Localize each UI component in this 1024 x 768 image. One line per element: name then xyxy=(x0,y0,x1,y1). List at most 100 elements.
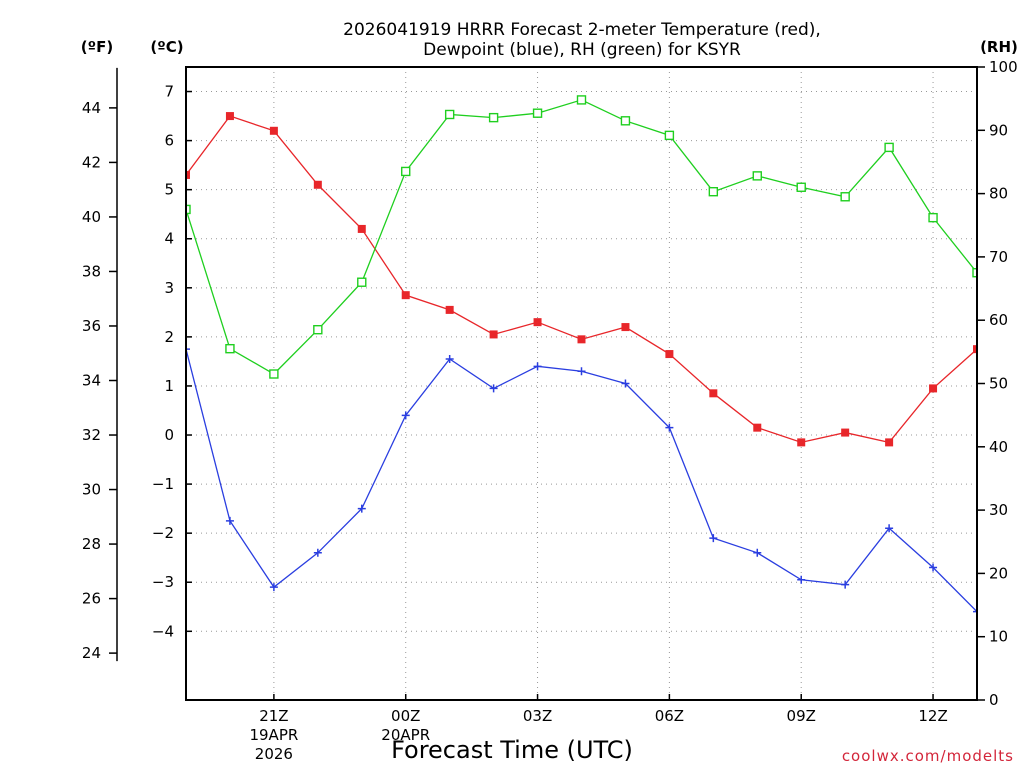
temperature-point xyxy=(401,291,410,300)
x-tick-label: 00Z xyxy=(391,707,420,725)
temperature-point xyxy=(665,350,674,359)
x-tick-date: 20APR xyxy=(381,726,430,744)
rh-tick-label: 80 xyxy=(989,185,1008,203)
rh-point xyxy=(269,369,279,379)
temperature-point xyxy=(445,305,454,314)
rh-point xyxy=(576,95,587,105)
rh-unit-label: (RH) xyxy=(980,38,1018,56)
c-tick-label: 5 xyxy=(164,181,174,199)
series-2-meter-temperature xyxy=(186,112,977,447)
series-dewpoint xyxy=(186,345,977,616)
rh-point xyxy=(186,204,191,215)
c-tick-label: −2 xyxy=(152,524,174,542)
rh-point xyxy=(488,112,499,123)
rh-tick-label: 60 xyxy=(989,311,1008,329)
temperature-point xyxy=(577,335,586,344)
rh-tick-label: 40 xyxy=(989,438,1008,456)
grid xyxy=(186,67,977,700)
dewpoint-point xyxy=(225,516,234,525)
dewpoint-point xyxy=(445,354,454,363)
dewpoint-point xyxy=(665,423,674,432)
c-tick-label: 4 xyxy=(164,230,174,248)
temperature-point xyxy=(797,438,806,447)
f-tick-label: 36 xyxy=(82,317,101,335)
x-axis-label: Forecast Time (UTC) xyxy=(391,736,633,764)
dewpoint-point xyxy=(973,607,977,616)
temperature-point xyxy=(489,330,498,339)
x-tick-label: 21Z xyxy=(259,707,288,725)
rh-point xyxy=(225,343,235,354)
series-rh xyxy=(186,95,977,379)
rh-tick-label: 20 xyxy=(989,564,1008,582)
dewpoint-point xyxy=(313,548,322,557)
f-tick-label: 38 xyxy=(82,262,101,280)
dewpoint-point xyxy=(269,583,278,592)
rh-point xyxy=(840,192,850,202)
dewpoint-point xyxy=(533,362,542,371)
dewpoint-point xyxy=(841,580,850,589)
f-tick-label: 26 xyxy=(82,590,101,608)
chart-title-line1: 2026041919 HRRR Forecast 2-meter Tempera… xyxy=(343,20,821,40)
rh-point xyxy=(620,116,631,126)
rh-point xyxy=(708,187,719,197)
dewpoint-point xyxy=(489,384,498,393)
temperature-point xyxy=(753,423,762,432)
c-tick-label: 3 xyxy=(164,279,174,297)
temperature-point xyxy=(533,318,542,327)
c-tick-label: 1 xyxy=(164,377,174,395)
rh-tick-label: 10 xyxy=(989,628,1008,646)
temperature-point xyxy=(841,428,850,437)
f-tick-label: 24 xyxy=(82,644,101,662)
dewpoint-point xyxy=(885,524,894,533)
plot-frame xyxy=(185,66,978,701)
x-tick-label: 06Z xyxy=(655,707,684,725)
dewpoint-point xyxy=(797,575,806,584)
temperature-point xyxy=(885,438,894,447)
rh-point xyxy=(972,268,977,278)
c-tick-label: 7 xyxy=(164,83,174,101)
x-tick-label: 09Z xyxy=(787,707,816,725)
f-tick-label: 30 xyxy=(82,481,101,499)
c-tick-label: −4 xyxy=(152,622,174,640)
rh-point xyxy=(928,212,938,223)
rh-tick-label: 0 xyxy=(989,691,999,709)
series-lines xyxy=(186,95,977,616)
temperature-point xyxy=(225,112,234,121)
celsius-unit-label: (ºC) xyxy=(150,38,183,56)
temperature-point xyxy=(313,180,322,189)
dewpoint-point xyxy=(357,504,366,513)
dewpoint-point xyxy=(753,548,762,557)
temperature-point xyxy=(186,170,190,179)
rh-tick-label: 100 xyxy=(989,58,1018,76)
dewpoint-point xyxy=(709,534,718,543)
c-tick-label: 0 xyxy=(164,426,174,444)
dewpoint-point xyxy=(186,345,190,354)
rh-point xyxy=(532,108,543,118)
x-tick-label: 12Z xyxy=(918,707,947,725)
temperature-point xyxy=(269,126,278,135)
fahrenheit-unit-label: (ºF) xyxy=(81,38,113,56)
f-tick-label: 40 xyxy=(82,208,101,226)
c-tick-label: 6 xyxy=(164,132,174,150)
x-tick-date: 19APR xyxy=(249,726,298,744)
x-tick-year: 2026 xyxy=(255,745,293,763)
series-line xyxy=(186,348,977,613)
rh-tick-label: 30 xyxy=(989,501,1008,519)
dewpoint-point xyxy=(621,379,630,388)
rh-point xyxy=(752,171,762,181)
rh-tick-label: 90 xyxy=(989,121,1008,139)
rh-point xyxy=(796,182,806,192)
rh-point xyxy=(357,277,367,287)
f-tick-label: 34 xyxy=(82,372,101,390)
chart-title-line2: Dewpoint (blue), RH (green) for KSYR xyxy=(423,40,741,60)
rh-point xyxy=(401,166,411,177)
c-tick-label: 2 xyxy=(164,328,174,346)
temperature-point xyxy=(357,224,366,233)
dewpoint-point xyxy=(401,411,410,420)
rh-point xyxy=(664,130,675,141)
temperature-point xyxy=(973,345,977,354)
c-tick-label: −1 xyxy=(152,475,174,493)
series-line xyxy=(186,115,977,444)
